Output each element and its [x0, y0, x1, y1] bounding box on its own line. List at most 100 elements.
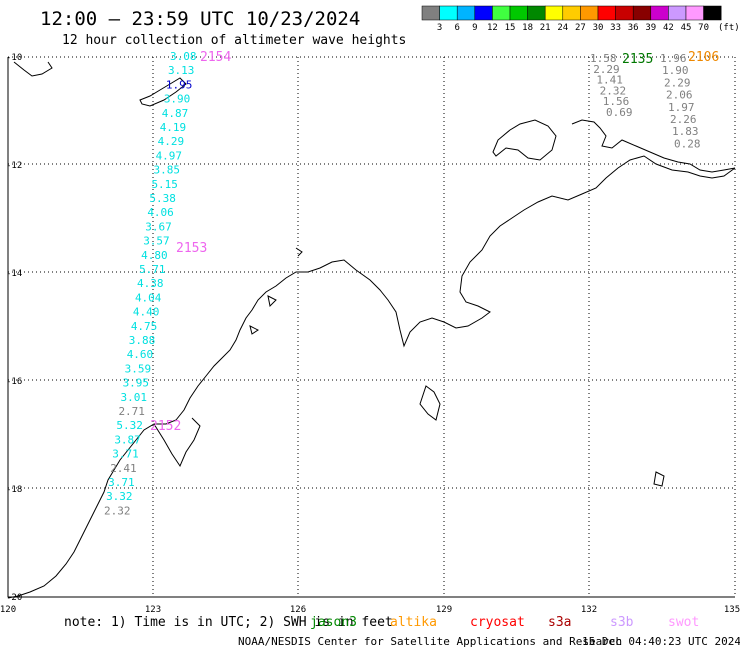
- color-legend-swatch: [439, 5, 458, 21]
- wave-height-label: 2.29: [664, 76, 691, 89]
- altimeter-track-west: 3.083.131.95 3.904.874.194.294.97 3.855.15…: [104, 50, 197, 517]
- color-legend-unit: (ft): [718, 23, 740, 33]
- map-subtitle: 12 hour collection of altimeter wave hei…: [62, 33, 406, 48]
- color-legend-swatch: [492, 5, 511, 21]
- wave-height-label: 0.69: [606, 106, 633, 119]
- wave-height-label: 2.71: [118, 405, 145, 418]
- color-legend-label: 42: [663, 23, 674, 33]
- wave-height-label: 4.80: [141, 249, 168, 262]
- color-legend-label: 45: [681, 23, 692, 33]
- footer-timestamp: 15 Dec 04:40:23 UTC 2024: [582, 635, 740, 648]
- color-legend-label: 9: [472, 23, 477, 33]
- lon-label: 120: [0, 605, 16, 615]
- lon-label: 135: [724, 605, 740, 615]
- pass-id: 2154: [200, 50, 231, 65]
- color-legend-swatch: [650, 5, 669, 21]
- pass-id: 2135: [622, 52, 653, 67]
- wave-height-label: 2.32: [104, 504, 131, 517]
- satellite-legend-item: cryosat: [470, 615, 525, 630]
- wave-height-label: 3.59: [125, 362, 152, 375]
- color-legend-swatch: [421, 5, 440, 21]
- color-legend-label: 18: [522, 23, 533, 33]
- pass-id: 2106: [688, 50, 719, 65]
- note-text: note: 1) Time is in UTC; 2) SWH is in fe…: [64, 615, 393, 630]
- color-legend-swatch: [615, 5, 634, 21]
- color-legend-swatch: [527, 5, 546, 21]
- color-legend-label: 12: [487, 23, 498, 33]
- color-legend-swatch: [544, 5, 564, 21]
- altimeter-track-east-b: 1.961.902.292.061.972.261.830.28: [660, 52, 701, 150]
- satellite-legend-item: swot: [668, 615, 699, 630]
- wave-height-label: 2.06: [666, 89, 693, 102]
- wave-height-label: 3.88: [129, 334, 156, 347]
- color-legend-label: 70: [698, 23, 709, 33]
- wave-height-label: 3.57: [143, 235, 170, 248]
- color-legend: 3 6 9 12 15 18 21 24 27 30 33 36 39 42 45 70: [421, 5, 722, 33]
- longitude-labels: 120 123 126 129 132 135: [0, 605, 740, 615]
- wave-height-label: 3.13: [168, 64, 195, 77]
- color-legend-swatch: [597, 5, 616, 21]
- color-legend-swatch: [562, 5, 581, 21]
- lon-label: 126: [290, 605, 306, 615]
- coastline: [7, 61, 736, 599]
- color-legend-label: 27: [575, 23, 586, 33]
- lat-label: -14: [6, 269, 22, 279]
- wave-height-label: 1.96: [660, 52, 687, 65]
- wave-height-label: 4.04: [135, 291, 162, 304]
- satellite-legend-item: jason3: [310, 615, 357, 630]
- wave-height-label: 5.15: [151, 178, 178, 191]
- wave-height-label: 0.28: [674, 137, 701, 150]
- wave-height-label: 1.95: [166, 78, 193, 91]
- wave-height-label: 3.08: [170, 50, 197, 63]
- color-legend-label: 36: [628, 23, 639, 33]
- lat-label: -20: [6, 593, 22, 603]
- wave-height-label: 2.41: [110, 462, 137, 475]
- satellite-legend: jason3 altika cryosat s3a s3b swot: [310, 615, 699, 630]
- color-legend-swatch: [703, 5, 722, 21]
- color-legend-label: 21: [540, 23, 551, 33]
- wave-height-label: 4.29: [158, 135, 185, 148]
- satellite-legend-item: s3b: [610, 615, 634, 630]
- wave-height-label: 2.29: [593, 63, 620, 76]
- wave-height-label: 3.87: [114, 433, 141, 446]
- wave-height-label: 1.56: [603, 95, 630, 108]
- color-legend-label: 24: [557, 23, 568, 33]
- wave-height-label: 5.38: [149, 192, 176, 205]
- wave-height-label: 4.19: [160, 121, 187, 134]
- satellite-legend-item: altika: [390, 615, 437, 630]
- wave-height-label: 3.95: [123, 377, 150, 390]
- color-legend-swatch: [632, 5, 652, 21]
- wave-height-label: 3.01: [121, 391, 148, 404]
- wave-height-label: 2.26: [670, 113, 697, 126]
- wave-height-label: 3.85: [154, 164, 181, 177]
- wave-height-label: 1.41: [596, 74, 623, 87]
- color-legend-label: 6: [454, 23, 459, 33]
- altimeter-track-east-a: 1.582.291.412.321.560.69: [590, 52, 633, 119]
- wave-height-label: 4.87: [162, 107, 189, 120]
- lon-label: 132: [581, 605, 597, 615]
- pass-id: 2153: [176, 241, 207, 256]
- wave-height-label: 4.97: [156, 149, 183, 162]
- wave-height-label: 3.67: [145, 220, 172, 233]
- lon-label: 123: [145, 605, 161, 615]
- wave-height-label: 1.97: [668, 101, 695, 114]
- lat-label: -18: [6, 485, 22, 495]
- color-legend-label: 39: [645, 23, 656, 33]
- wave-height-label: 4.60: [127, 348, 154, 361]
- wave-height-label: 1.90: [662, 64, 689, 77]
- color-legend-label: 30: [593, 23, 604, 33]
- wave-height-label: 4.38: [137, 277, 164, 290]
- color-legend-label: 3: [437, 23, 442, 33]
- color-legend-label: 33: [610, 23, 621, 33]
- lat-label: -16: [6, 377, 22, 387]
- pass-id: 2152: [150, 419, 181, 434]
- map-frame: [7, 57, 735, 598]
- wave-height-label: 1.58: [590, 52, 617, 65]
- color-legend-swatch: [685, 5, 704, 21]
- wave-height-label: 3.90: [164, 93, 191, 106]
- wave-height-label: 3.71: [108, 476, 135, 489]
- wave-height-label: 4.75: [131, 320, 158, 333]
- wave-height-label: 3.71: [112, 448, 139, 461]
- wave-height-label: 2.32: [600, 84, 627, 97]
